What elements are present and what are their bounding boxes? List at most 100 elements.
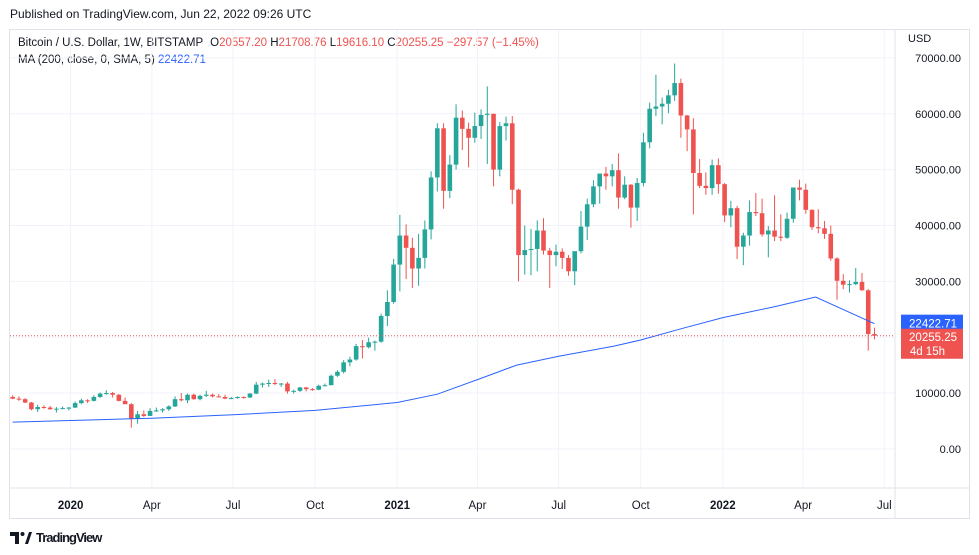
- candle-body-down: [116, 394, 122, 401]
- candle-body-down: [310, 389, 315, 391]
- close-label: C: [387, 37, 396, 49]
- candle-body-up: [366, 342, 371, 348]
- candle-body-down: [41, 407, 47, 409]
- candle-body-up: [385, 302, 390, 316]
- candle-body-down: [47, 407, 53, 410]
- candle-body-down: [210, 394, 215, 397]
- chart-frame[interactable]: [9, 29, 970, 519]
- candle-body-down: [697, 172, 702, 186]
- candle-body-up: [634, 183, 640, 208]
- high-label: H: [270, 37, 279, 49]
- candle-body-up: [79, 400, 84, 404]
- candle-body-up: [853, 281, 859, 285]
- x-tick-label: 2021: [384, 500, 410, 512]
- candle-body-down: [241, 396, 247, 398]
- candle-body-up: [378, 315, 384, 342]
- low-value: 19616.10: [336, 37, 385, 49]
- candle-body-up: [185, 394, 190, 401]
- candle-body-up: [478, 114, 484, 127]
- candle-body-up: [235, 396, 240, 399]
- candle-body-down: [834, 258, 840, 281]
- x-tick-label: Oct: [306, 500, 325, 512]
- candle-body-up: [91, 396, 97, 401]
- candle-body-down: [872, 334, 877, 336]
- y-tick-label: 70000.00: [915, 53, 961, 65]
- published-caption: Published on TradingView.com, Jun 22, 20…: [10, 7, 312, 21]
- candle-body-down: [703, 185, 709, 189]
- candle-body-up: [97, 393, 103, 397]
- candle-body-up: [428, 177, 434, 230]
- x-tick-label: Jul: [226, 500, 241, 512]
- candle-body-down: [722, 184, 727, 216]
- candle-body-up: [104, 393, 109, 395]
- candle-body-up: [622, 184, 627, 198]
- change-value: −297.57 (−1.45%): [446, 37, 539, 49]
- legend: Bitcoin / U.S. Dollar, 1W, BITSTAMP O205…: [18, 35, 539, 69]
- candle-body-up: [641, 142, 646, 184]
- ma-price-tag-text: 22422.71: [909, 319, 957, 331]
- candle-body-up: [35, 407, 40, 410]
- symbol-title[interactable]: Bitcoin / U.S. Dollar, 1W, BITSTAMP: [18, 37, 203, 49]
- candle-body-down: [16, 398, 22, 400]
- candle-body-down: [759, 213, 765, 235]
- candle-body-up: [472, 126, 478, 138]
- candle-body-up: [278, 383, 284, 385]
- candle-body-down: [491, 113, 496, 170]
- currency-label[interactable]: USD: [908, 33, 932, 45]
- ma-value: 22422.71: [157, 54, 206, 66]
- candle-body-down: [110, 393, 115, 395]
- low-label: L: [329, 37, 337, 49]
- candle-body-up: [147, 410, 153, 416]
- candle-body-down: [216, 396, 222, 398]
- candle-body-up: [260, 383, 265, 385]
- candle-body-down: [222, 396, 228, 399]
- candle-body-down: [141, 414, 147, 416]
- candle-body-up: [790, 187, 796, 219]
- x-tick-label: 2022: [710, 500, 736, 512]
- candle-body-up: [741, 235, 746, 247]
- candle-body-down: [191, 394, 197, 400]
- candle-body-up: [54, 408, 59, 410]
- candle-body-down: [753, 212, 759, 214]
- candle-body-down: [865, 290, 871, 335]
- candle-body-up: [528, 248, 534, 251]
- candle-body-up: [447, 164, 453, 191]
- candle-body-up: [353, 346, 359, 360]
- candle-body-up: [172, 399, 178, 407]
- candle-body-up: [422, 229, 428, 258]
- candle-body-down: [22, 399, 28, 403]
- candle-body-up: [66, 407, 72, 409]
- footer: TradingView: [10, 530, 102, 545]
- y-tick-label: 60000.00: [915, 109, 961, 121]
- candle-body-up: [372, 341, 378, 343]
- candle-body-up: [72, 403, 78, 408]
- y-tick-label: 10000.00: [915, 388, 961, 400]
- candle-body-down: [460, 117, 465, 129]
- candle-body-up: [322, 385, 328, 387]
- candle-body-down: [678, 83, 684, 116]
- candle-body-down: [859, 281, 865, 291]
- candle-body-up: [709, 165, 715, 189]
- candle-body-up: [784, 218, 790, 238]
- candle-body-up: [335, 371, 340, 376]
- candle-body-down: [541, 230, 546, 251]
- candle-body-up: [672, 83, 677, 96]
- candle-body-down: [29, 402, 34, 410]
- candle-body-up: [766, 230, 771, 235]
- candle-body-down: [410, 247, 415, 269]
- candle-body-up: [197, 395, 203, 400]
- footer-brand[interactable]: TradingView: [36, 530, 102, 545]
- candle-body-down: [778, 236, 784, 238]
- candle-body-up: [228, 398, 234, 400]
- candle-body-up: [297, 387, 303, 391]
- candle-body-up: [154, 410, 159, 412]
- ma-label[interactable]: MA (200, close, 0, SMA, 5): [18, 54, 155, 66]
- candle-body-down: [628, 184, 634, 208]
- x-tick-label: Apr: [469, 500, 487, 512]
- close-value: 20255.25: [395, 37, 444, 49]
- candle-body-down: [285, 383, 290, 392]
- candle-body-up: [597, 173, 603, 187]
- candle-body-down: [360, 346, 365, 348]
- candle-body-up: [266, 382, 272, 384]
